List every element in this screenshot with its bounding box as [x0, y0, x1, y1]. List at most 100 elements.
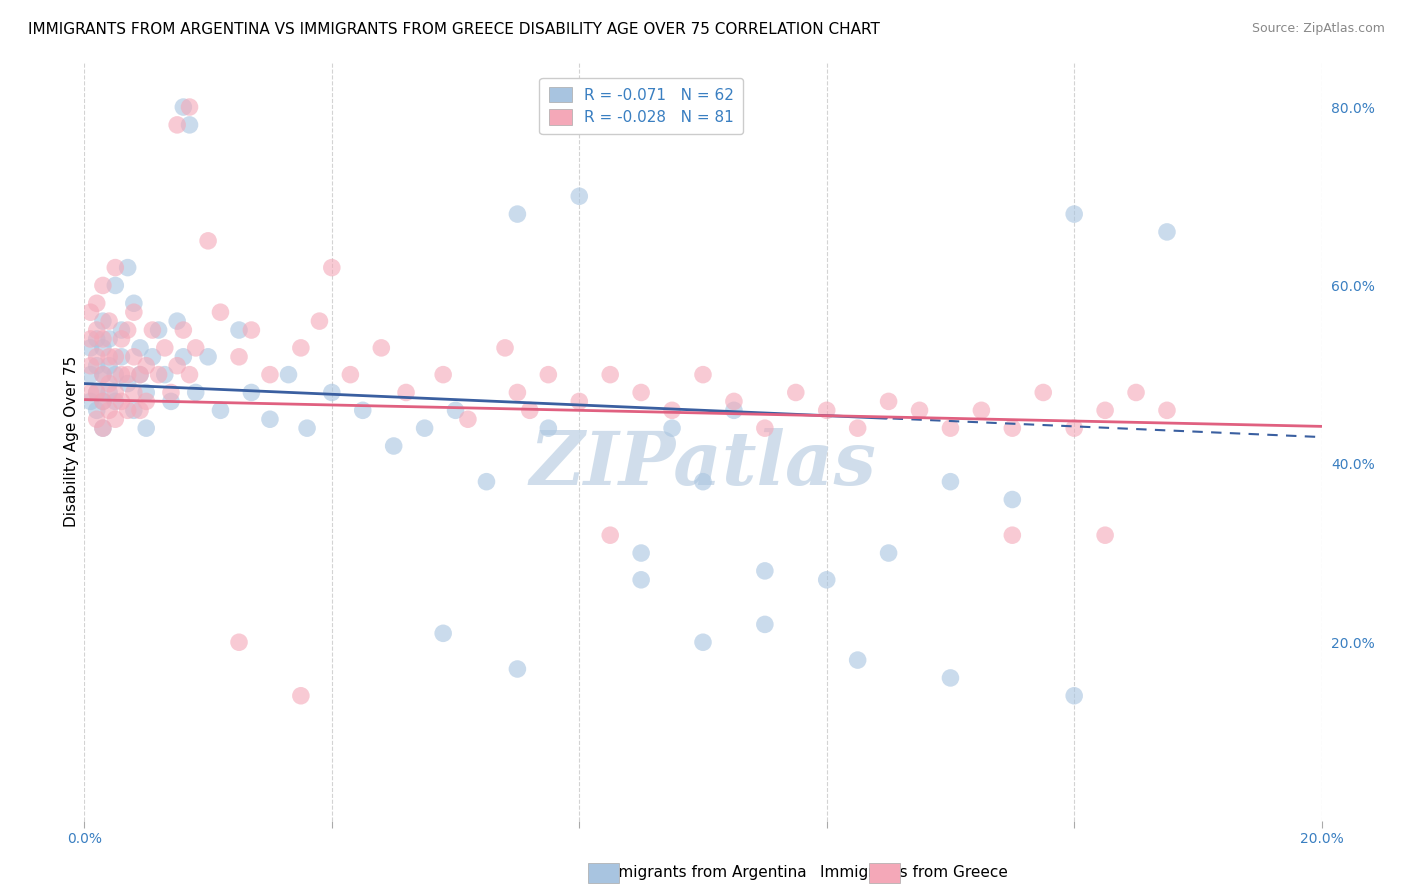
Point [110, 394, 132, 409]
Point [661, 421, 683, 435]
Point [290, 341, 312, 355]
Point [86, 412, 108, 426]
Point [104, 394, 127, 409]
Point [1094, 528, 1116, 542]
Point [846, 421, 869, 435]
Point [153, 341, 176, 355]
Point [117, 376, 139, 391]
Point [117, 403, 139, 417]
Point [939, 421, 962, 435]
Point [630, 573, 652, 587]
Point [91, 368, 114, 382]
Point [877, 546, 900, 560]
Point [104, 278, 127, 293]
Point [86, 385, 108, 400]
Point [295, 421, 318, 435]
Point [79, 385, 101, 400]
Point [148, 323, 170, 337]
Point [599, 368, 621, 382]
Y-axis label: Disability Age Over 75: Disability Age Over 75 [63, 356, 79, 527]
Point [172, 350, 194, 364]
Point [166, 314, 188, 328]
Point [506, 662, 529, 676]
Point [86, 296, 108, 310]
Point [104, 368, 127, 382]
Point [135, 394, 157, 409]
Text: Immigrants from Argentina: Immigrants from Argentina [599, 865, 807, 880]
Point [110, 332, 132, 346]
Point [568, 394, 591, 409]
Point [692, 368, 714, 382]
Point [135, 421, 157, 435]
Point [117, 323, 139, 337]
Point [135, 385, 157, 400]
Point [413, 421, 436, 435]
Point [79, 368, 101, 382]
Point [184, 341, 207, 355]
Point [91, 421, 114, 435]
Point [91, 332, 114, 346]
Point [166, 359, 188, 373]
Point [939, 671, 962, 685]
Point [754, 617, 776, 632]
Point [630, 546, 652, 560]
Point [259, 412, 281, 426]
Point [122, 296, 145, 310]
Point [86, 385, 108, 400]
Point [1156, 403, 1178, 417]
Point [117, 368, 139, 382]
Point [91, 341, 114, 355]
Point [79, 359, 101, 373]
Point [228, 323, 250, 337]
Point [148, 368, 170, 382]
Point [339, 368, 361, 382]
Point [122, 305, 145, 319]
Point [444, 403, 467, 417]
Point [321, 385, 343, 400]
Point [172, 100, 194, 114]
Point [1001, 421, 1024, 435]
Point [382, 439, 405, 453]
Point [785, 385, 807, 400]
Point [1063, 421, 1085, 435]
Point [370, 341, 392, 355]
Point [395, 385, 418, 400]
Point [91, 394, 114, 409]
Point [970, 403, 993, 417]
Point [91, 394, 114, 409]
Point [91, 421, 114, 435]
Point [815, 573, 838, 587]
Point [475, 475, 498, 489]
Point [197, 350, 219, 364]
Legend: R = -0.071   N = 62, R = -0.028   N = 81: R = -0.071 N = 62, R = -0.028 N = 81 [540, 78, 742, 134]
Point [129, 403, 152, 417]
Point [877, 394, 900, 409]
Point [110, 350, 132, 364]
Point [519, 403, 541, 417]
Point [153, 368, 176, 382]
Point [1001, 492, 1024, 507]
Point [104, 260, 127, 275]
Point [86, 350, 108, 364]
Point [661, 403, 683, 417]
Point [98, 403, 121, 417]
Point [723, 403, 745, 417]
Point [537, 421, 560, 435]
Point [98, 376, 121, 391]
Point [240, 385, 263, 400]
Text: ZIPatlas: ZIPatlas [530, 428, 876, 500]
Point [129, 368, 152, 382]
Point [630, 385, 652, 400]
Point [117, 260, 139, 275]
Point [506, 385, 529, 400]
Point [259, 368, 281, 382]
Point [432, 368, 454, 382]
Point [228, 635, 250, 649]
Point [110, 323, 132, 337]
Point [209, 305, 232, 319]
Point [494, 341, 516, 355]
Point [228, 350, 250, 364]
Point [290, 689, 312, 703]
Point [86, 332, 108, 346]
Point [457, 412, 479, 426]
